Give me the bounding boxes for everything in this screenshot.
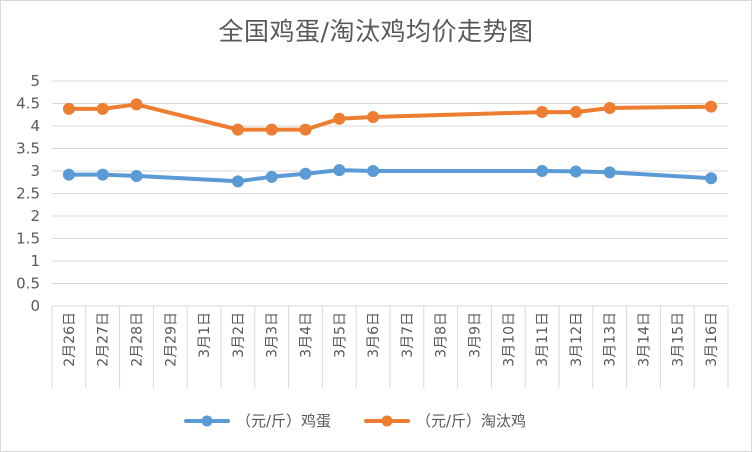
x-tick-label: 3月8日	[434, 312, 450, 358]
x-tick-label: 3月15日	[670, 312, 686, 367]
x-tick-label: 3月16日	[704, 312, 720, 367]
x-tick-label: 3月12日	[569, 312, 585, 367]
data-point	[130, 98, 143, 111]
data-point	[333, 112, 346, 125]
y-tick-label: 4	[30, 117, 40, 135]
data-point	[569, 165, 582, 178]
data-point	[231, 123, 244, 136]
legend-swatch-marker	[381, 415, 393, 427]
data-point	[265, 123, 278, 136]
data-point	[536, 106, 549, 119]
x-tick-label: 3月4日	[299, 312, 315, 358]
data-point	[62, 168, 75, 181]
x-tick-label: 3月13日	[603, 312, 619, 367]
y-tick-label: 1.5	[16, 230, 40, 248]
data-point	[603, 166, 616, 179]
y-tick-label: 0.5	[16, 275, 40, 293]
data-point	[569, 106, 582, 119]
data-point	[130, 169, 143, 182]
legend-swatch-marker	[201, 415, 213, 427]
data-point	[299, 123, 312, 136]
y-tick-label: 2.5	[16, 185, 40, 203]
data-point	[265, 170, 278, 183]
x-tick-label: 3月6日	[366, 312, 382, 358]
data-point	[96, 168, 109, 181]
legend-label: （元/斤）淘汰鸡	[416, 412, 526, 430]
data-point	[96, 102, 109, 115]
data-point	[231, 175, 244, 188]
y-tick-label: 1	[30, 252, 40, 270]
y-tick-label: 3	[30, 162, 40, 180]
x-tick-label: 3月7日	[400, 312, 416, 358]
data-point	[705, 100, 718, 113]
data-point	[705, 172, 718, 185]
x-tick-label: 3月5日	[332, 312, 348, 358]
data-point	[536, 165, 549, 177]
x-tick-label: 3月11日	[535, 312, 551, 367]
x-tick-label: 3月3日	[265, 312, 281, 358]
data-point	[603, 102, 616, 114]
chart-title: 全国鸡蛋/淘汰鸡均价走势图	[218, 17, 534, 46]
x-tick-label: 3月1日	[197, 312, 213, 358]
y-tick-label: 4.5	[16, 95, 40, 113]
y-tick-label: 0	[30, 297, 40, 315]
x-tick-label: 2月28日	[130, 312, 146, 367]
x-tick-label: 2月29日	[163, 312, 179, 367]
x-tick-label: 3月9日	[468, 312, 484, 358]
y-tick-label: 3.5	[16, 140, 40, 158]
x-tick-label: 3月2日	[231, 312, 247, 358]
x-tick-label: 2月26日	[62, 312, 78, 367]
x-tick-label: 3月10日	[501, 312, 517, 367]
data-point	[367, 165, 380, 177]
data-point	[62, 102, 75, 115]
x-tick-label: 3月14日	[637, 312, 653, 367]
data-point	[367, 111, 380, 123]
data-point	[333, 164, 346, 177]
legend-label: （元/斤）鸡蛋	[236, 412, 331, 430]
data-point	[299, 167, 312, 180]
y-tick-label: 2	[30, 207, 40, 225]
y-tick-label: 5	[30, 72, 40, 90]
x-tick-label: 2月27日	[96, 312, 112, 367]
